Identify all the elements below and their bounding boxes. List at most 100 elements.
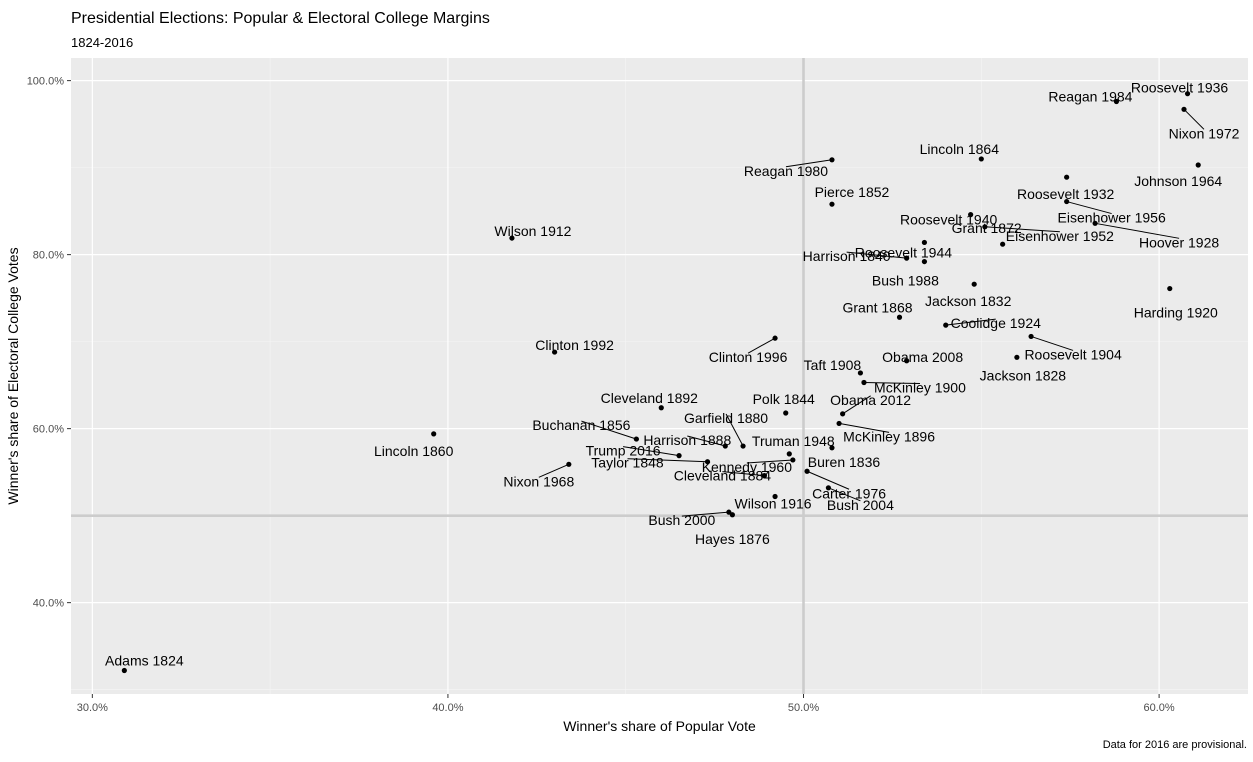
y-tick-label: 60.0%: [33, 424, 64, 436]
label-leader-line: [747, 337, 776, 354]
label-leader-line: [1095, 222, 1180, 239]
data-point: [829, 157, 835, 163]
y-tick-label: 100.0%: [27, 76, 65, 88]
point-label: Carter 1976: [812, 485, 886, 501]
label-leader-line: [828, 487, 861, 502]
data-point: [829, 445, 835, 451]
label-leader-line: [538, 463, 570, 478]
point-label: Nixon 1968: [503, 473, 574, 489]
point-label: Adams 1824: [105, 653, 184, 669]
point-label: Bush 1988: [872, 273, 939, 289]
data-point: [861, 379, 867, 386]
label-leader-line: [746, 459, 793, 464]
data-point: [968, 212, 974, 218]
point-label: Roosevelt 1932: [1017, 186, 1115, 202]
point-label: Coolidge 1924: [951, 315, 1042, 331]
label-leader-line: [863, 382, 920, 385]
point-label: Clinton 1996: [709, 349, 788, 365]
point-label: Harding 1920: [1134, 305, 1218, 321]
point-label: Reagan 1980: [744, 163, 828, 179]
point-label: Roosevelt 1940: [900, 212, 998, 228]
label-leader-line: [722, 471, 765, 477]
data-point: [772, 335, 778, 341]
point-label: Cleveland 1892: [601, 390, 699, 406]
x-tick-label: 30.0%: [77, 702, 108, 714]
label-leader-line: [581, 420, 637, 440]
point-label: Reagan 1984: [1048, 89, 1132, 105]
label-leader-line: [627, 458, 708, 463]
x-tick-label: 40.0%: [432, 702, 463, 714]
data-point: [857, 370, 864, 376]
y-tick-label: 80.0%: [33, 250, 64, 262]
point-label: Bush 2000: [648, 512, 715, 528]
label-leader-line: [984, 226, 1060, 233]
data-point: [740, 443, 746, 449]
data-point: [790, 457, 796, 463]
data-point: [1000, 241, 1006, 247]
data-point: [431, 431, 437, 437]
point-label: Kennedy 1960: [702, 459, 793, 475]
point-label: Eisenhower 1956: [1058, 210, 1166, 226]
point-label: Johnson 1964: [1134, 173, 1222, 189]
label-leader-line: [846, 251, 907, 259]
data-point: [566, 461, 572, 467]
data-point: [1195, 162, 1201, 168]
data-point: [943, 322, 949, 328]
point-label: Wilson 1912: [494, 223, 571, 239]
point-label: Obama 2012: [830, 392, 911, 408]
point-label: Wilson 1916: [735, 496, 812, 512]
label-leader-line: [806, 470, 850, 490]
label-leader-line: [785, 159, 833, 168]
point-label: Roosevelt 1944: [855, 244, 953, 260]
data-point: [829, 201, 835, 207]
data-point: [552, 349, 558, 355]
point-label: Buren 1836: [808, 454, 881, 470]
point-label: McKinley 1900: [874, 380, 966, 396]
data-point: [971, 281, 977, 287]
label-leader-line: [945, 318, 996, 326]
data-point: [921, 239, 928, 246]
point-label: Roosevelt 1904: [1024, 346, 1122, 362]
x-axis-title: Winner's share of Popular Vote: [563, 718, 756, 734]
data-point: [1064, 174, 1070, 180]
chart-caption: Data for 2016 are provisional.: [1102, 739, 1247, 751]
data-point: [896, 314, 903, 320]
point-label: Taylor 1848: [591, 455, 664, 471]
point-label: Garfield 1880: [684, 410, 768, 426]
data-point: [1014, 354, 1020, 360]
data-point: [121, 667, 127, 674]
data-point: [904, 255, 910, 261]
data-point: [772, 493, 778, 500]
point-label: Polk 1844: [753, 391, 815, 407]
label-leader-line: [725, 413, 744, 447]
point-label: Bush 2004: [827, 497, 894, 513]
point-label: Lincoln 1860: [374, 443, 454, 459]
data-point: [804, 468, 810, 474]
data-point: [840, 411, 846, 417]
data-point: [704, 459, 711, 465]
point-label: Harrison 1888: [643, 432, 731, 448]
data-point: [825, 485, 832, 491]
point-label: Roosevelt 1936: [1131, 80, 1229, 96]
point-label: Obama 2008: [882, 349, 963, 365]
data-point: [722, 443, 728, 449]
point-label: Grant 1868: [842, 299, 912, 315]
chart-subtitle: 1824-2016: [71, 35, 134, 50]
label-leader-line: [1030, 335, 1074, 351]
x-tick-label: 60.0%: [1144, 702, 1175, 714]
point-label: Trump 2016: [586, 443, 661, 459]
data-point: [1028, 333, 1034, 340]
point-label: Buchanan 1856: [532, 417, 630, 433]
data-point: [509, 235, 515, 241]
x-tick-label: 50.0%: [788, 702, 819, 714]
point-label: Pierce 1852: [815, 184, 890, 200]
data-point: [786, 451, 792, 457]
data-point: [761, 473, 767, 479]
label-leader-line: [687, 435, 726, 447]
data-point: [836, 420, 842, 427]
label-leader-line: [681, 511, 729, 517]
data-point: [1113, 98, 1120, 105]
plot-panel: [71, 58, 1248, 694]
data-point: [1092, 220, 1098, 226]
